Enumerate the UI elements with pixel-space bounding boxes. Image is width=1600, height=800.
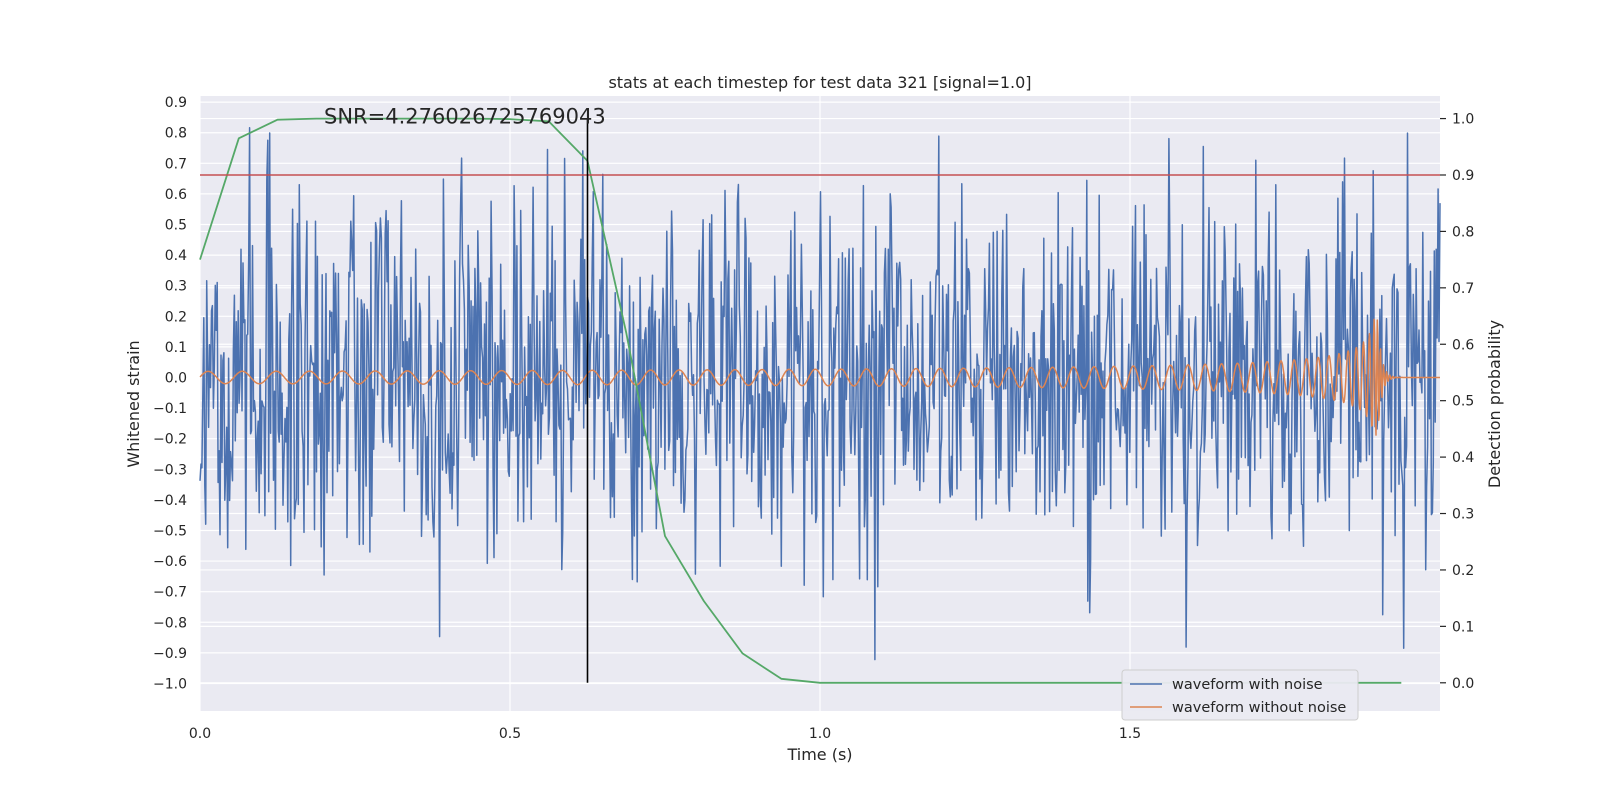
y-tick-label: 0.1 [165,340,187,356]
y-right-tick-label: 0.9 [1452,168,1474,184]
y-tick-label: 0.0 [165,370,187,386]
snr-annotation: SNR=4.276026725769043 [324,105,606,129]
x-tick-label: 0.0 [189,726,211,742]
y-right-tick-label: 0.4 [1452,450,1474,466]
y-axis-right-label: Detection probability [1485,320,1504,488]
y-right-tick-label: 0.0 [1452,676,1474,692]
y-tick-label: 0.5 [165,218,187,234]
y-right-tick-label: 0.1 [1452,619,1474,635]
x-tick-label: 0.5 [499,726,521,742]
y-tick-label: −0.5 [153,523,187,539]
series-waveform-without-noise [199,318,1440,436]
legend-box [1121,669,1359,721]
y-axis-right-ticks: 1.0 0.9 0.8 0.7 0.6 0.5 0.4 0.3 0.2 0.1 0.0 [1440,112,1474,692]
y-tick-label: 0.4 [165,248,187,264]
line-waveform-without-noise [199,318,1440,436]
y-tick-label: −0.2 [153,432,187,448]
series-waveform-with-noise [199,127,1441,661]
legend-label-noise: waveform with noise [1172,677,1323,693]
x-tick-label: 1.5 [1119,726,1141,742]
y-axis-label: Whitened strain [124,340,143,467]
reference-lines [200,118,1440,683]
y-tick-label: −0.9 [153,646,187,662]
y-tick-label: 0.2 [165,309,187,325]
y-tick-label: 0.3 [165,279,187,295]
chart-title: stats at each timestep for test data 321… [608,73,1031,92]
y-tick-label: −0.4 [153,493,187,509]
y-tick-label: −0.1 [153,401,187,417]
y-tick-label: 0.8 [165,126,187,142]
y-right-tick-label: 0.3 [1452,507,1474,523]
line-waveform-with-noise [199,127,1441,661]
y-right-tick-label: 0.6 [1452,337,1474,353]
x-axis-label: Time (s) [786,745,852,764]
y-right-tick-label: 0.7 [1452,281,1474,297]
y-tick-label: −0.7 [153,585,187,601]
legend-label-clean: waveform without noise [1172,700,1346,716]
y-tick-label: 0.9 [165,95,187,111]
legend: waveform with noise waveform without noi… [1121,669,1359,721]
y-tick-label: −0.6 [153,554,187,570]
y-tick-label: 0.7 [165,156,187,172]
y-tick-label: −1.0 [153,676,187,692]
y-tick-label: 0.6 [165,187,187,203]
y-right-tick-label: 0.5 [1452,394,1474,410]
y-right-tick-label: 1.0 [1452,112,1474,128]
y-tick-label: −0.3 [153,462,187,478]
y-right-tick-label: 0.2 [1452,563,1474,579]
y-axis-left-ticks: 0.9 0.8 0.7 0.6 0.5 0.4 0.3 0.2 0.1 0.0 −0.1 −0.2 −0… [153,95,187,692]
y-tick-label: −0.8 [153,615,187,631]
x-tick-label: 1.0 [809,726,831,742]
y-right-tick-label: 0.8 [1452,224,1474,240]
x-axis-ticks: 0.0 0.5 1.0 1.5 [189,726,1141,742]
